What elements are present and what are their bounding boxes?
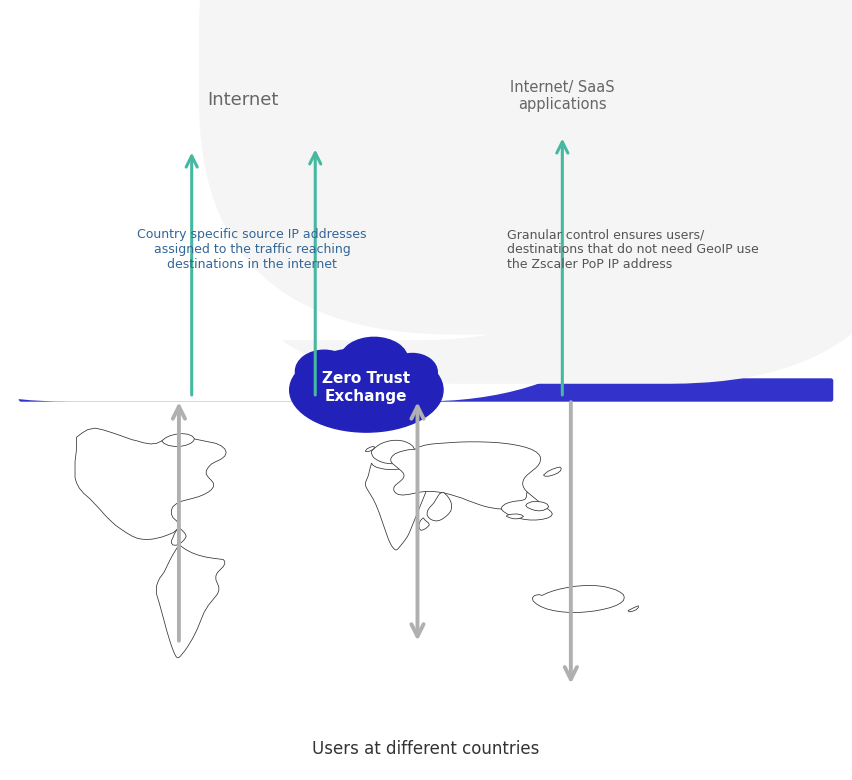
- Polygon shape: [628, 606, 638, 612]
- Ellipse shape: [505, 9, 596, 126]
- Polygon shape: [371, 440, 415, 464]
- Polygon shape: [506, 514, 523, 519]
- Ellipse shape: [570, 30, 641, 129]
- Polygon shape: [171, 527, 187, 545]
- Ellipse shape: [290, 348, 443, 432]
- Polygon shape: [75, 428, 227, 540]
- Text: Users at different countries: Users at different countries: [313, 740, 539, 758]
- Ellipse shape: [475, 38, 535, 121]
- Ellipse shape: [166, 7, 282, 124]
- Ellipse shape: [267, 31, 358, 129]
- Polygon shape: [157, 544, 225, 658]
- Ellipse shape: [469, 28, 543, 131]
- Polygon shape: [366, 457, 429, 550]
- Ellipse shape: [475, 51, 651, 136]
- Polygon shape: [419, 518, 429, 530]
- Ellipse shape: [296, 350, 353, 392]
- Text: Zero Trust
Exchange: Zero Trust Exchange: [322, 371, 411, 404]
- Polygon shape: [162, 434, 194, 446]
- Ellipse shape: [464, 47, 660, 140]
- FancyBboxPatch shape: [204, 0, 852, 332]
- Polygon shape: [427, 492, 452, 521]
- Ellipse shape: [91, 16, 211, 144]
- FancyBboxPatch shape: [19, 378, 833, 402]
- Ellipse shape: [577, 41, 634, 119]
- Polygon shape: [391, 441, 540, 509]
- Ellipse shape: [515, 21, 587, 115]
- Ellipse shape: [256, 19, 369, 141]
- Polygon shape: [526, 502, 549, 511]
- Text: Granular control ensures users/
destinations that do not need GeoIP use
the Zsca: Granular control ensures users/ destinat…: [507, 228, 758, 271]
- Ellipse shape: [101, 44, 385, 150]
- Ellipse shape: [152, 0, 296, 139]
- FancyBboxPatch shape: [199, 0, 852, 335]
- Polygon shape: [544, 467, 561, 477]
- Polygon shape: [532, 586, 625, 612]
- Ellipse shape: [340, 337, 408, 382]
- Polygon shape: [501, 492, 552, 520]
- FancyBboxPatch shape: [0, 0, 672, 402]
- Text: Internet/ SaaS
applications: Internet/ SaaS applications: [510, 80, 614, 112]
- Ellipse shape: [388, 353, 437, 391]
- Text: Country specific source IP addresses
assigned to the traffic reaching
destinatio: Country specific source IP addresses ass…: [137, 228, 367, 271]
- Ellipse shape: [85, 39, 400, 156]
- Polygon shape: [366, 446, 375, 452]
- FancyBboxPatch shape: [0, 0, 672, 340]
- FancyBboxPatch shape: [199, 0, 852, 384]
- Ellipse shape: [103, 29, 199, 132]
- FancyBboxPatch shape: [0, 0, 664, 337]
- Text: Internet: Internet: [207, 91, 279, 109]
